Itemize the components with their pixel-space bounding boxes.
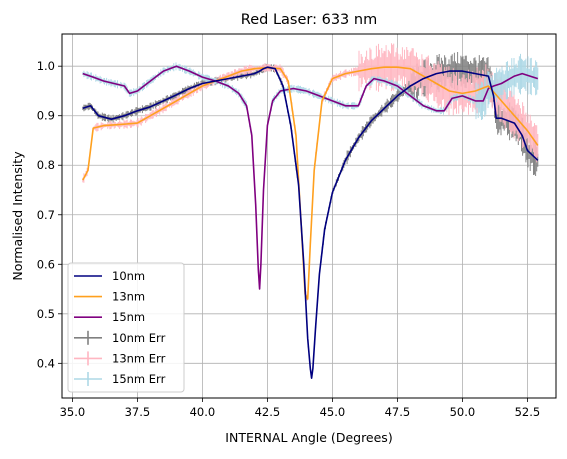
x-tick-label: 45.0	[320, 405, 346, 419]
y-tick-label: 0.4	[37, 356, 55, 370]
y-tick-label: 0.8	[37, 158, 55, 172]
y-tick-label: 0.5	[37, 307, 55, 321]
x-tick-label: 40.0	[190, 405, 216, 419]
y-tick-label: 0.7	[37, 208, 55, 222]
x-tick-label: 50.0	[450, 405, 476, 419]
x-tick-label: 35.0	[60, 405, 86, 419]
legend-entry: 15nm Err	[74, 372, 166, 386]
legend-label: 15nm	[112, 310, 145, 324]
legend: 10nm 13nm 15nm 10nm Err 13nm Err 15nm Err	[68, 263, 184, 392]
y-axis-label: Normalised Intensity	[10, 151, 25, 281]
legend-entry: 13nm Err	[74, 351, 166, 365]
x-axis-label: INTERNAL Angle (Degrees)	[225, 430, 392, 445]
x-tick-label: 37.5	[125, 405, 151, 419]
x-tick-label: 52.5	[515, 405, 541, 419]
y-tick-label: 1.0	[37, 59, 55, 73]
legend-label: 13nm	[112, 290, 145, 304]
legend-entry: 10nm Err	[74, 331, 166, 345]
y-tick-label: 0.9	[37, 109, 55, 123]
legend-label: 13nm Err	[112, 351, 166, 365]
x-tick-label: 47.5	[385, 405, 411, 419]
chart-title: Red Laser: 633 nm	[241, 12, 377, 28]
legend-label: 10nm	[112, 269, 145, 283]
x-tick-label: 42.5	[255, 405, 281, 419]
legend-label: 15nm Err	[112, 372, 166, 386]
y-tick-label: 0.6	[37, 257, 55, 271]
legend-label: 10nm Err	[112, 331, 166, 345]
